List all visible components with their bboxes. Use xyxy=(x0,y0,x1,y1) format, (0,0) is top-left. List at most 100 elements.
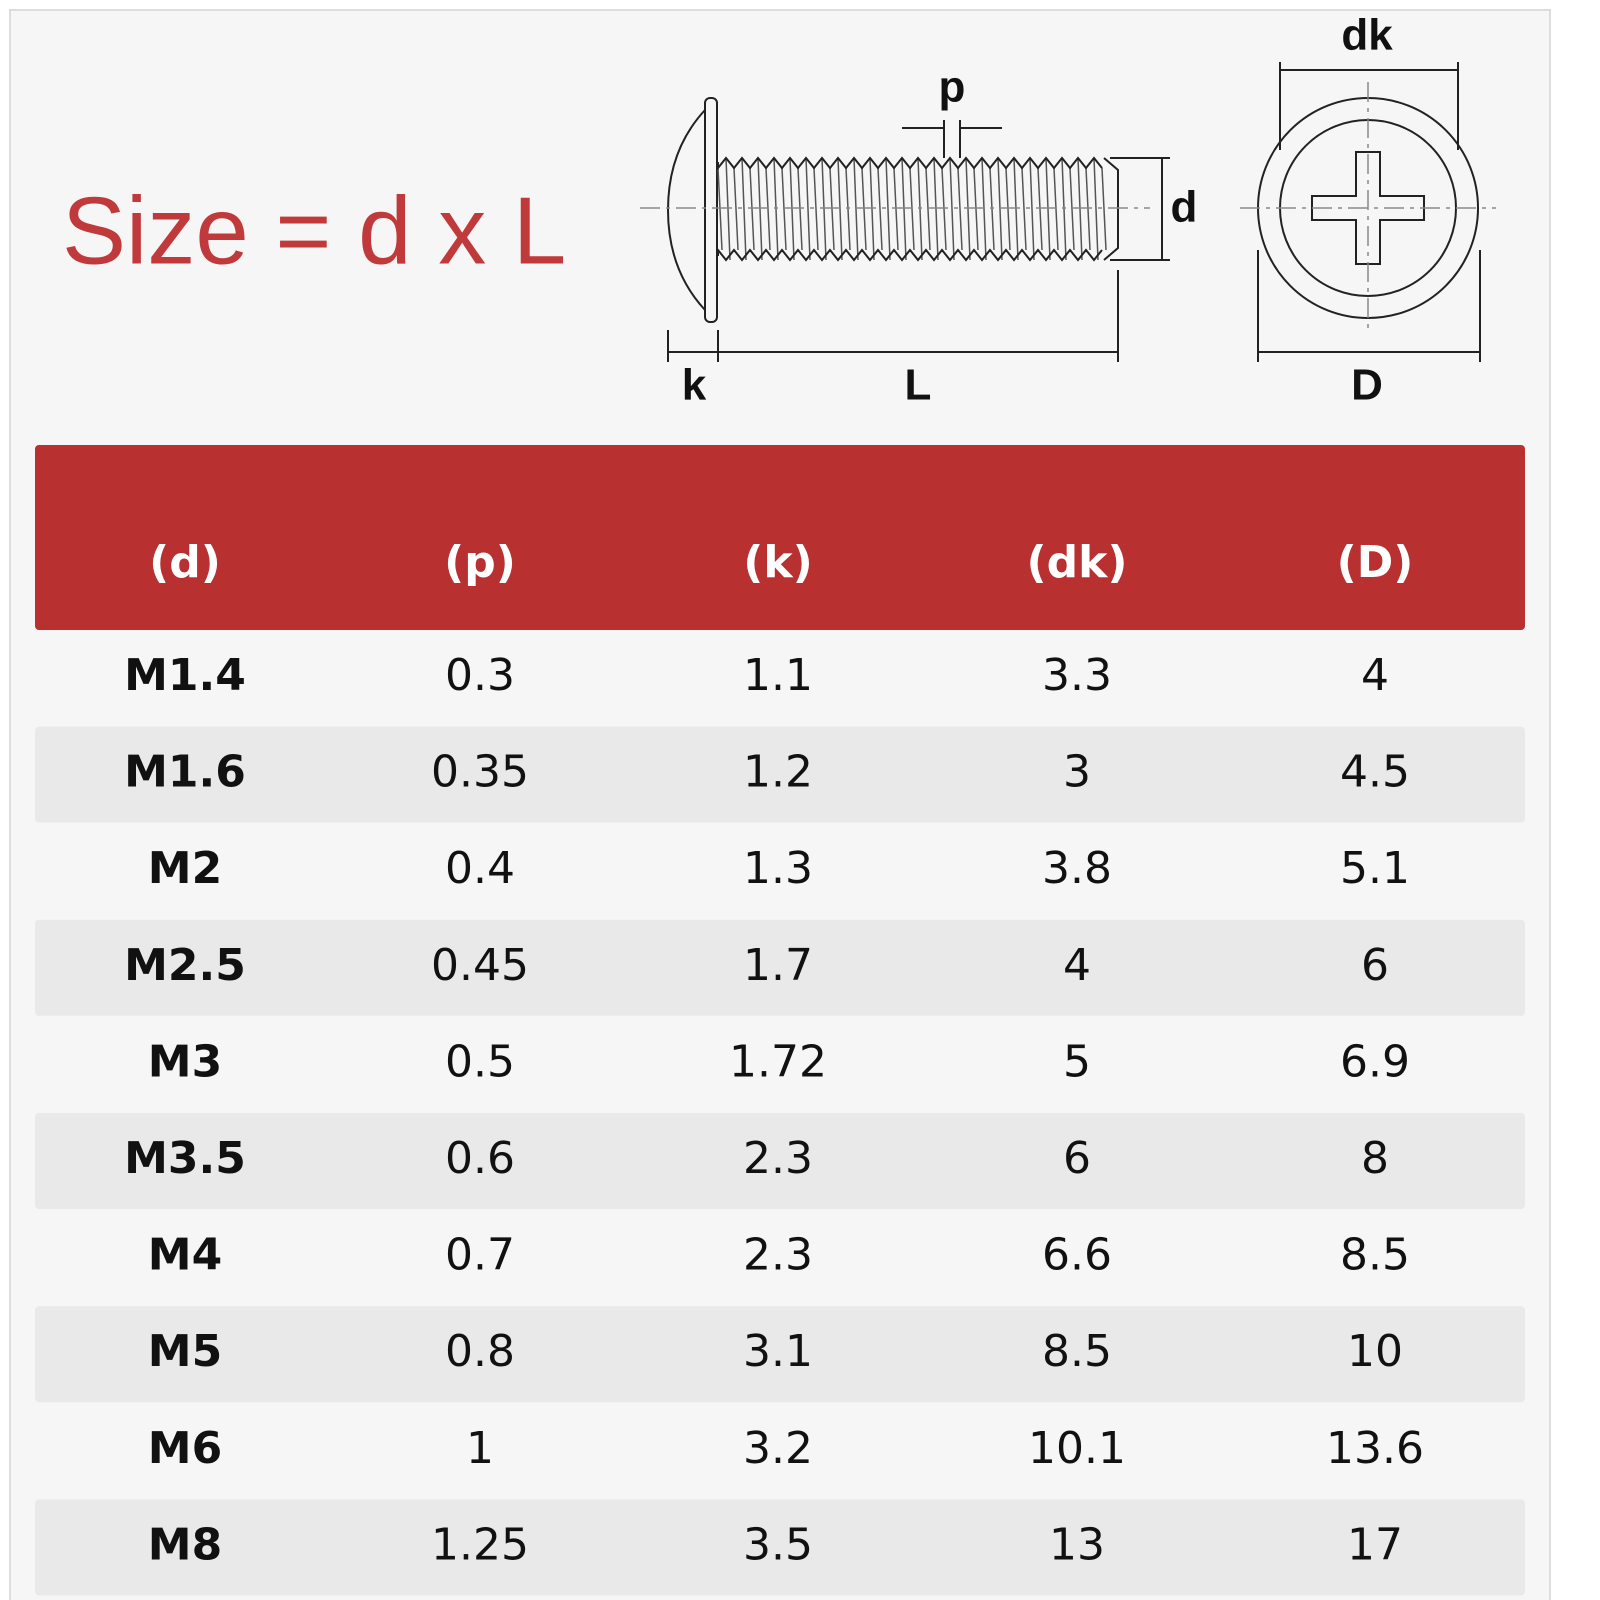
cell: 1.72 xyxy=(729,1036,827,1087)
thread xyxy=(997,157,1003,261)
cell: 4 xyxy=(1361,650,1389,701)
thread xyxy=(1005,167,1011,251)
thread xyxy=(981,157,987,261)
top-view xyxy=(1240,62,1496,362)
cell: 3.8 xyxy=(1042,843,1112,894)
thread-edge xyxy=(717,247,1103,262)
thread xyxy=(781,167,787,251)
cell: 3.5 xyxy=(743,1519,813,1570)
label-d: d xyxy=(1171,183,1198,232)
size-cell: M6 xyxy=(148,1423,222,1474)
cell: 0.8 xyxy=(445,1326,515,1377)
thread xyxy=(885,157,891,261)
thread xyxy=(773,157,779,261)
cell: 8.5 xyxy=(1340,1230,1410,1281)
cell: 1 xyxy=(466,1423,494,1474)
thread xyxy=(789,157,795,261)
thread xyxy=(1101,167,1107,251)
cell: 1.3 xyxy=(743,843,813,894)
cell: 0.3 xyxy=(445,650,515,701)
thread xyxy=(1061,157,1067,261)
thread xyxy=(917,157,923,261)
thread xyxy=(853,157,859,261)
thread xyxy=(877,167,883,251)
header-cell: (d) xyxy=(149,537,221,588)
cell: 3 xyxy=(1063,747,1091,798)
cell: 3.3 xyxy=(1042,650,1112,701)
size-cell: M2 xyxy=(148,843,222,894)
label-D: D xyxy=(1351,361,1383,410)
thread xyxy=(741,157,747,261)
thread xyxy=(749,167,755,251)
cell: 0.6 xyxy=(445,1133,515,1184)
size-cell: M1.4 xyxy=(124,650,246,701)
cell: 6.9 xyxy=(1340,1036,1410,1087)
thread xyxy=(1093,157,1099,261)
cell: 10 xyxy=(1347,1326,1403,1377)
thread xyxy=(837,157,843,261)
cell: 6 xyxy=(1063,1133,1091,1184)
cell: 6.6 xyxy=(1042,1230,1112,1281)
thread xyxy=(893,167,899,251)
cell: 0.45 xyxy=(431,940,529,991)
label-k: k xyxy=(682,361,707,410)
size-cell: M1.6 xyxy=(124,747,246,798)
row-band xyxy=(35,726,1525,823)
thread xyxy=(1085,167,1091,251)
cell: 3.1 xyxy=(743,1326,813,1377)
thread xyxy=(813,167,819,251)
thread xyxy=(957,167,963,251)
thread xyxy=(829,167,835,251)
thread xyxy=(733,167,739,251)
cell: 0.4 xyxy=(445,843,515,894)
cell: 0.7 xyxy=(445,1230,515,1281)
thread xyxy=(765,167,771,251)
thread xyxy=(989,167,995,251)
thread xyxy=(1053,167,1059,251)
cell: 1.25 xyxy=(431,1519,529,1570)
thread xyxy=(725,157,731,261)
cell: 13.6 xyxy=(1326,1423,1424,1474)
cell: 6 xyxy=(1361,940,1389,991)
thread xyxy=(845,167,851,251)
cell: 3.2 xyxy=(743,1423,813,1474)
thread xyxy=(925,167,931,251)
cell: 1.1 xyxy=(743,650,813,701)
thread xyxy=(909,167,915,251)
label-p: p xyxy=(939,63,966,112)
thread xyxy=(869,157,875,261)
cell: 2.3 xyxy=(743,1230,813,1281)
thread xyxy=(1037,167,1043,251)
thread xyxy=(1029,157,1035,261)
label-dk: dk xyxy=(1341,11,1393,60)
cell: 13 xyxy=(1049,1519,1105,1570)
size-cell: M5 xyxy=(148,1326,222,1377)
cell: 8.5 xyxy=(1042,1326,1112,1377)
cell: 0.35 xyxy=(431,747,529,798)
header-cell: (dk) xyxy=(1027,537,1128,588)
table-header-band xyxy=(35,445,1525,630)
cell: 1.2 xyxy=(743,747,813,798)
row-band xyxy=(35,1306,1525,1403)
thread xyxy=(1077,157,1083,261)
thread-edge xyxy=(717,156,1103,171)
cell: 1.7 xyxy=(743,940,813,991)
thread xyxy=(1013,157,1019,261)
row-band xyxy=(35,919,1525,1016)
thread xyxy=(941,167,947,251)
cell: 0.5 xyxy=(445,1036,515,1087)
row-band xyxy=(35,1113,1525,1209)
size-cell: M8 xyxy=(148,1519,222,1570)
header-cell: (p) xyxy=(444,537,516,588)
size-cell: M3 xyxy=(148,1036,222,1087)
cell: 5 xyxy=(1063,1036,1091,1087)
thread-end xyxy=(1103,157,1119,261)
size-cell: M2.5 xyxy=(124,940,246,991)
cell: 8 xyxy=(1361,1133,1389,1184)
thread xyxy=(933,157,939,261)
thread xyxy=(717,167,723,251)
cell: 17 xyxy=(1347,1519,1403,1570)
size-cell: M3.5 xyxy=(124,1133,246,1184)
